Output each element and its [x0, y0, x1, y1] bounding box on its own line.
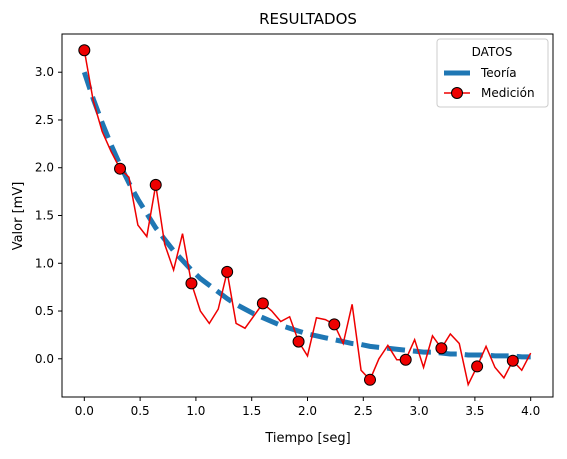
y-tick-label: 1.0: [35, 256, 54, 270]
legend-label-medicion: Medición: [481, 86, 535, 100]
x-tick-label: 3.0: [410, 404, 429, 418]
x-tick-label: 1.0: [186, 404, 205, 418]
data-point-medicion: [363, 373, 376, 386]
x-tick-label: 0.5: [131, 404, 150, 418]
legend-marker-medicion: [451, 87, 463, 99]
data-point-medicion: [149, 178, 162, 191]
y-tick-label: 3.0: [35, 65, 54, 79]
plot-area: [78, 44, 532, 387]
series-line-teoria: [81, 71, 531, 360]
y-tick-label: 2.5: [35, 113, 54, 127]
data-point-medicion: [114, 162, 127, 175]
x-axis-label: Tiempo [seg]: [264, 431, 350, 446]
data-point-medicion: [221, 265, 234, 278]
axis-ticks: 0.0 0.5 1.0 1.5 2.0 2.5 3.0 3.5 4.0 0.0 0.5 1.0 1.5 2…: [35, 65, 540, 418]
legend-frame: [436, 38, 549, 108]
y-tick-label: 0.5: [35, 304, 54, 318]
y-tick-label: 0.0: [35, 352, 54, 366]
x-tick-label: 2.0: [298, 404, 317, 418]
data-point-medicion: [328, 318, 341, 331]
y-tick-label: 2.0: [35, 161, 54, 175]
chart-title: RESULTADOS: [259, 10, 357, 28]
y-tick-label: 1.5: [35, 209, 54, 223]
data-point-medicion: [399, 353, 412, 366]
data-point-medicion: [471, 360, 484, 373]
x-tick-label: 4.0: [521, 404, 540, 418]
data-point-medicion: [185, 277, 198, 290]
data-point-medicion: [292, 335, 305, 348]
legend: DATOS Teoría Medición: [436, 38, 549, 108]
data-point-medicion: [506, 354, 519, 367]
series-line-medicion: [83, 50, 532, 387]
x-tick-label: 0.0: [75, 404, 94, 418]
x-tick-label: 3.5: [465, 404, 484, 418]
data-point-medicion: [78, 44, 91, 57]
y-axis-label: Valor [mV]: [11, 182, 26, 251]
legend-title: DATOS: [472, 45, 513, 59]
data-point-medicion: [435, 342, 448, 355]
legend-label-teoria: Teoría: [480, 66, 517, 80]
x-tick-label: 1.5: [242, 404, 261, 418]
data-point-medicion: [256, 297, 269, 310]
x-tick-label: 2.5: [354, 404, 373, 418]
